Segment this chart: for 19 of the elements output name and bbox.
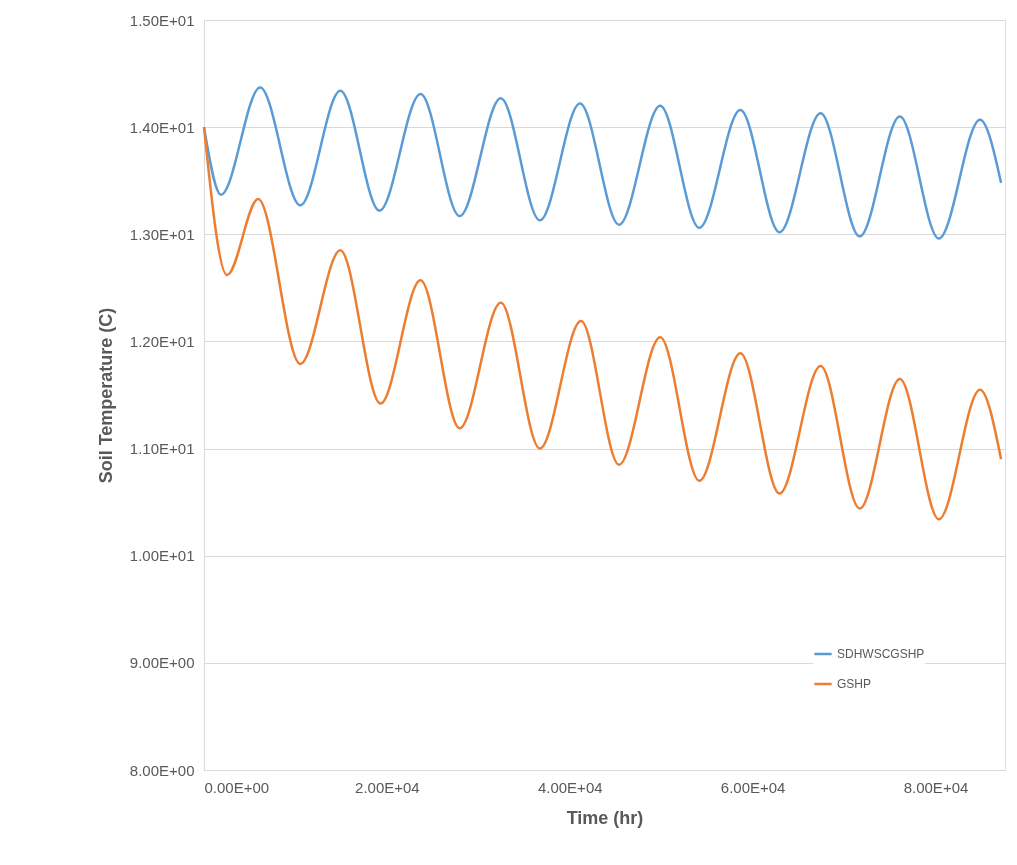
line-series xyxy=(202,86,1003,240)
x-tick-label: 4.00E+04 xyxy=(537,778,603,796)
y-axis-title: Soil Temperature (C) xyxy=(95,307,116,484)
x-tick-label: 6.00E+04 xyxy=(720,778,786,796)
y-tick-label: 1.20E+01 xyxy=(129,332,195,350)
legend-label: GSHP xyxy=(837,677,872,691)
y-tick-label: 1.10E+01 xyxy=(129,440,195,458)
y-tick-label: 9.00E+00 xyxy=(129,654,195,672)
x-tick-label: 8.00E+04 xyxy=(903,778,969,796)
y-tick-label: 1.00E+01 xyxy=(129,547,195,565)
y-tick-label: 1.40E+01 xyxy=(129,118,195,136)
line-series xyxy=(202,125,1003,521)
y-tick-label: 1.30E+01 xyxy=(129,225,195,243)
y-tick-label: 1.50E+01 xyxy=(129,11,195,29)
x-tick-label: 0.00E+00 xyxy=(204,778,270,796)
legend-label: SDHWSCGSHP xyxy=(837,647,925,661)
y-tick-label: 8.00E+00 xyxy=(129,761,195,779)
x-tick-label: 2.00E+04 xyxy=(355,778,420,796)
x-axis-title: Time (hr) xyxy=(566,807,644,828)
